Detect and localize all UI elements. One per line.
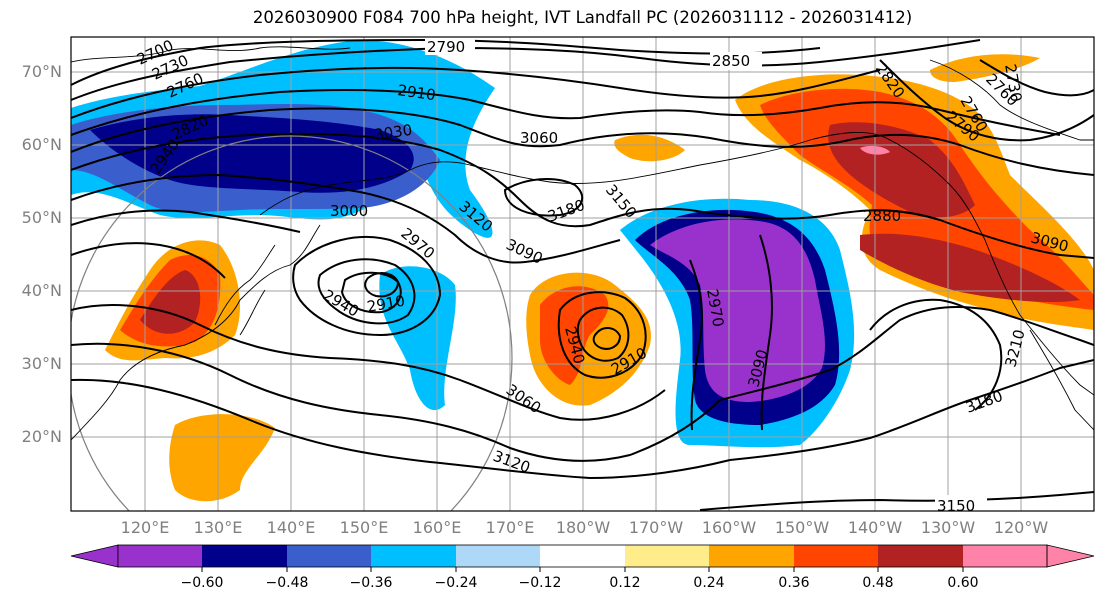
colorbar-bin: [709, 545, 794, 567]
height-contours: [71, 38, 1094, 511]
plot-frame: [70, 36, 1095, 512]
longitude-label: 130°W: [920, 518, 976, 537]
ivt-region-gulf-alaska-core: [828, 122, 975, 218]
colorbar-tick-label: 0.24: [693, 575, 725, 591]
colorbar-bin: [287, 545, 371, 567]
contour-label: 2850: [712, 52, 750, 70]
colorbar: [70, 544, 1095, 572]
contour-label: 3060: [520, 129, 558, 147]
ivt-region-gulf-alaska-band: [860, 233, 1080, 303]
longitude-label: 130°E: [193, 518, 243, 537]
colorbar-bin: [202, 545, 287, 567]
colorbar-tick-label: −0.60: [180, 575, 224, 591]
colorbar-bin: [456, 545, 540, 567]
graticule: [71, 37, 1094, 511]
map-title: 2026030900 F084 700 hPa height, IVT Land…: [252, 8, 913, 27]
colorbar-tick-label: 0.12: [609, 575, 641, 591]
colorbar-bin: [625, 545, 709, 567]
ivt-region-trough-purple: [650, 219, 825, 402]
longitude-label: 160°W: [701, 518, 757, 537]
colorbar-frame: [117, 544, 1048, 568]
contour-label: 2880: [863, 207, 901, 225]
ivt-region-northeast: [930, 54, 1040, 82]
contour-label: 3150: [937, 497, 975, 515]
longitude-label: 120°W: [993, 518, 1049, 537]
colorbar-bin: [878, 545, 963, 567]
longitude-label: 150°W: [774, 518, 830, 537]
ivt-region-south: [169, 414, 275, 502]
colorbar-tick-label: −0.24: [434, 575, 478, 591]
contour-label: 3030: [373, 121, 413, 144]
latitude-label: 70°N: [21, 62, 62, 81]
latitude-label: 50°N: [21, 208, 62, 227]
colorbar-bin: [794, 545, 878, 567]
colorbar-tick-label: 0.60: [947, 575, 979, 591]
contour-label: 2790: [427, 38, 465, 56]
longitude-label: 140°W: [847, 518, 903, 537]
colorbar-tick-label: −0.48: [265, 575, 309, 591]
colorbar-tick-label: 0.48: [862, 575, 894, 591]
longitude-label: 180°W: [555, 518, 611, 537]
longitude-label: 170°W: [628, 518, 684, 537]
colorbar-extend-low: [70, 544, 119, 568]
contour-labels: 2790 2850 2790 2820 2760 2730 2700 2760 …: [134, 36, 1070, 515]
longitude-label: 170°E: [485, 518, 535, 537]
ivt-shading: [71, 40, 1094, 502]
latitude-label: 30°N: [21, 354, 62, 373]
colorbar-tick-label: −0.36: [349, 575, 393, 591]
colorbar-tick-label: −0.12: [518, 575, 562, 591]
colorbar-bin: [963, 545, 1047, 567]
colorbar-bin: [118, 545, 202, 567]
contour-label: 2910: [396, 81, 436, 104]
latitude-label: 20°N: [21, 427, 62, 446]
colorbar-extend-high: [1046, 544, 1095, 568]
longitude-label: 150°E: [339, 518, 389, 537]
colorbar-bin: [540, 545, 625, 567]
longitude-label: 120°E: [120, 518, 170, 537]
colorbar-bin: [371, 545, 456, 567]
contour-label: 3000: [330, 202, 368, 220]
latitude-label: 40°N: [21, 281, 62, 300]
latitude-label: 60°N: [21, 135, 62, 154]
longitude-label: 140°E: [266, 518, 316, 537]
longitude-label: 160°E: [412, 518, 462, 537]
colorbar-tick-label: 0.36: [778, 575, 810, 591]
ivt-region-bering: [614, 134, 685, 162]
